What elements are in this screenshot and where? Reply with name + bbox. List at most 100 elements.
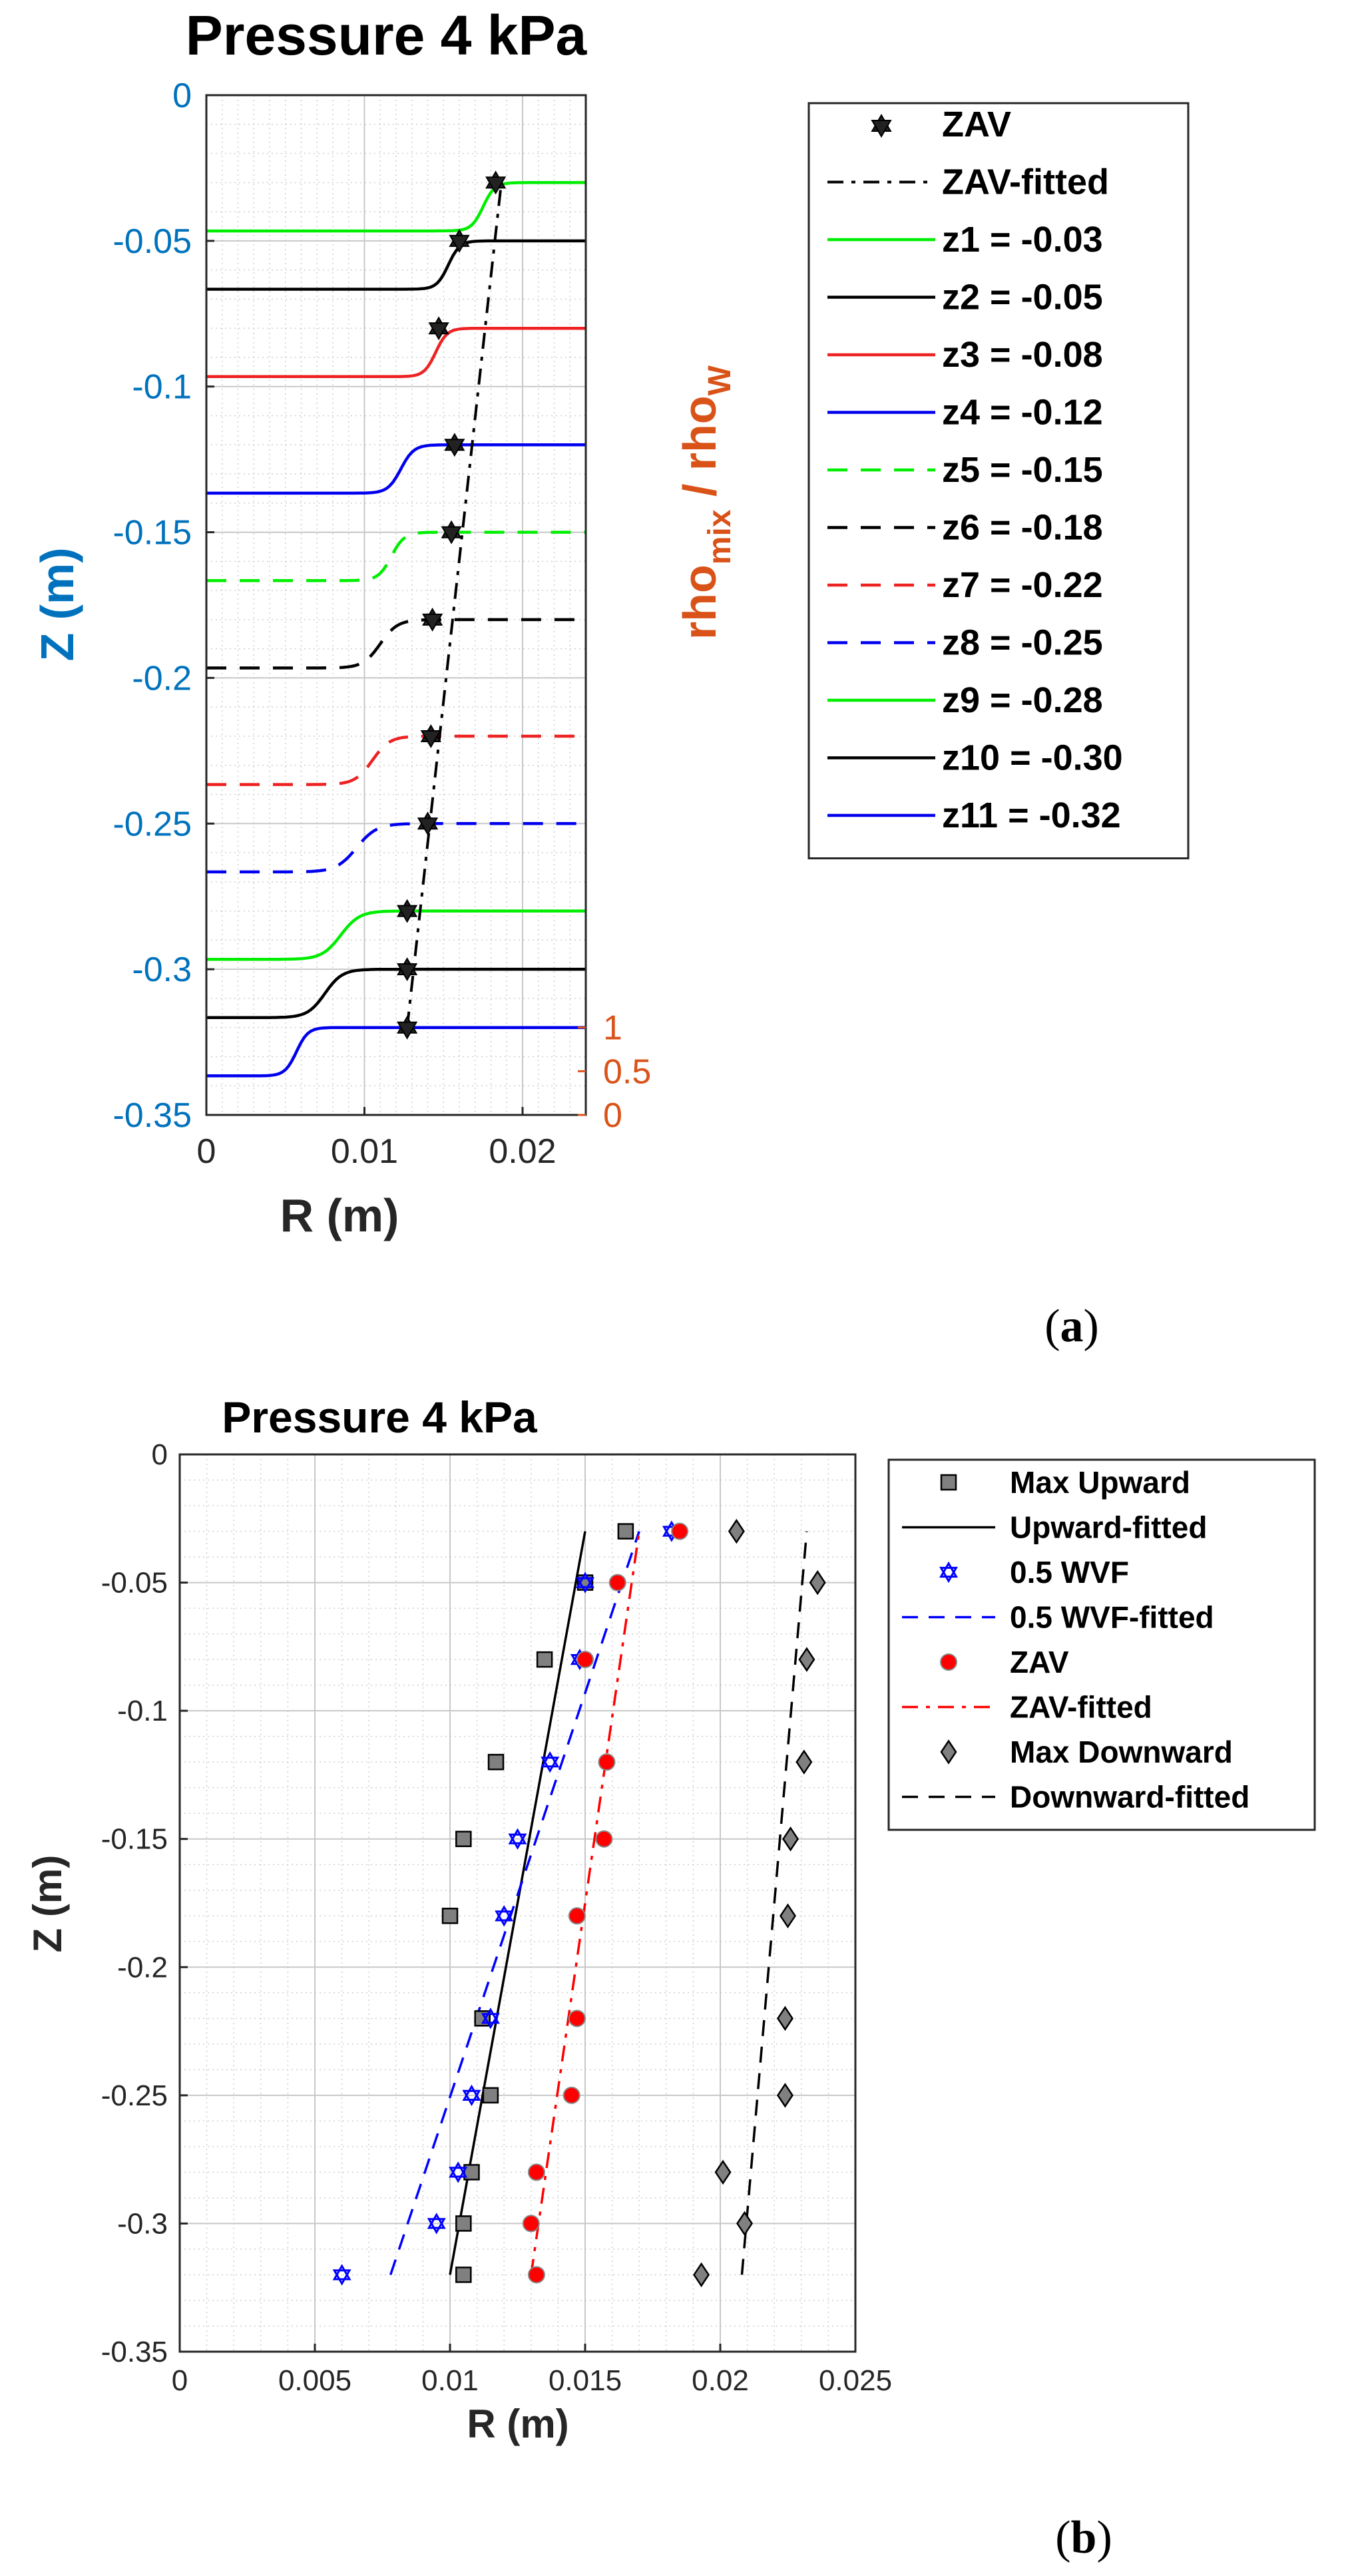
y-tick-label: -0.15: [101, 1823, 168, 1856]
zav-marker-down: [428, 322, 449, 341]
series-3-point: [714, 2159, 732, 2185]
legend-zav-marker-down: [871, 120, 892, 138]
profile-curve-z9: [206, 909, 586, 961]
zav-marker: [397, 957, 418, 982]
legend-entry-3: 0.5 WVF-fitted: [902, 1600, 1214, 1635]
y-tick-label: 0: [172, 77, 192, 115]
fit-line-3: [740, 1531, 808, 2275]
zav-marker: [444, 433, 465, 457]
series-3-point: [728, 1518, 745, 1544]
marker-triangle-down: [495, 1910, 514, 1927]
x-tick-label: 0.02: [489, 1132, 556, 1171]
panel-a-axes-box: [205, 94, 587, 1116]
marker-triangle-up: [495, 1905, 514, 1922]
marker-triangle-up: [508, 1828, 527, 1844]
series-2-point: [576, 1651, 594, 1669]
marker-triangle-up: [449, 2161, 468, 2178]
fit-line-0: [449, 1531, 586, 2275]
legend-label-0: Max Upward: [1010, 1465, 1190, 1500]
panel-b-y-ticks: 0 -0.05 -0.1 -0.15 -0.2 -0.25 -0.3 -0.35: [101, 1438, 188, 2368]
panel-a-chart: Pressure 4 kPa 0 -0.05 -0.1 -0.15 -0.2 -0.25 -…: [31, 4, 1190, 1241]
series-0-point: [455, 2215, 472, 2232]
zav-marker-down: [417, 817, 439, 836]
legend-entry-z4: z4 = -0.12: [827, 393, 1103, 433]
panel-a-y2-ticks: 00.51: [578, 1009, 651, 1135]
y-tick-label: -0.2: [117, 1951, 168, 1984]
y-tick-label: -0.35: [112, 1096, 192, 1135]
zav-marker: [420, 724, 441, 749]
legend-label-z7: z7 = -0.22: [942, 565, 1103, 605]
legend-marker-4: [940, 1653, 957, 1671]
legend-entry-z9: z9 = -0.28: [827, 680, 1103, 720]
series-2-point: [527, 2266, 545, 2284]
profile-curve-z3: [206, 326, 586, 379]
x-tick-label: 0.02: [692, 2364, 749, 2397]
series-3-point: [795, 1749, 813, 1775]
zav-marker: [397, 899, 418, 923]
legend-entry-zav: ZAV: [871, 105, 1011, 144]
series-3-point: [776, 2006, 793, 2032]
panel-b-chart: Pressure 4 kPa 0 -0.05 -0.1 -0.15 -0.2 -0.25 -…: [25, 1393, 1316, 2446]
marker-triangle-up: [427, 2213, 446, 2229]
series-1-point: [332, 2264, 351, 2286]
legend-entry-7: Downward-fitted: [902, 1780, 1249, 1815]
marker-triangle-up: [332, 2264, 351, 2280]
legend-label-7: Downward-fitted: [1010, 1780, 1249, 1815]
marker-triangle-down: [939, 1566, 958, 1584]
series-1-point: [508, 1828, 527, 1850]
legend-marker-0: [940, 1474, 957, 1491]
legend-entry-z8: z8 = -0.25: [827, 623, 1103, 663]
legend-entry-z5: z5 = -0.15: [827, 450, 1103, 490]
panel-b-title: Pressure 4 kPa: [222, 1393, 538, 1442]
series-2-point: [568, 1907, 586, 1925]
legend-label-z6: z6 = -0.18: [942, 508, 1103, 548]
series-3-point: [776, 2083, 793, 2108]
marker-triangle-down: [462, 2089, 481, 2107]
series-1-point: [462, 2084, 481, 2107]
zav-marker-down: [441, 526, 462, 544]
legend-label-z9: z9 = -0.28: [942, 680, 1103, 720]
legend-entry-z1: z1 = -0.03: [827, 220, 1103, 260]
marker-triangle-up: [462, 2084, 481, 2101]
y-tick-label: 0: [152, 1438, 168, 1471]
y-tick-label: -0.05: [101, 1567, 168, 1600]
marker-triangle-down: [332, 2269, 351, 2286]
legend-label-zav: ZAV: [942, 105, 1011, 144]
legend-entry-z3: z3 = -0.08: [827, 335, 1103, 375]
marker-triangle-down: [508, 1833, 527, 1850]
zav-marker: [441, 520, 462, 544]
x-tick-label: 0: [172, 2364, 188, 2397]
panel-a-title: Pressure 4 kPa: [186, 4, 588, 67]
legend-entry-4: ZAV: [940, 1645, 1069, 1679]
zav-marker-down: [397, 1021, 418, 1040]
marker-triangle-down: [449, 2167, 468, 2183]
series-0-point: [455, 2266, 472, 2283]
y-tick-label: -0.35: [101, 2336, 168, 2368]
y-tick-label: -0.3: [132, 951, 192, 989]
legend-label-6: Max Downward: [1010, 1735, 1233, 1769]
zav-marker-down: [422, 613, 443, 632]
zav-marker-down: [420, 730, 441, 749]
legend-entry-z7: z7 = -0.22: [827, 565, 1103, 605]
series-0-point: [455, 1830, 472, 1847]
y2-tick-label: 0: [603, 1096, 622, 1135]
profile-curve-z1: [206, 181, 586, 233]
panel-a-y-ticks: 0 -0.05 -0.1 -0.15 -0.2 -0.25 -0.3 -0.35: [112, 77, 214, 1135]
marker-triangle-down: [576, 1577, 594, 1594]
series-1-point: [576, 1572, 594, 1594]
series-0-point: [536, 1651, 553, 1668]
profile-curve-z2: [206, 239, 586, 291]
profile-curve-z10: [206, 967, 586, 1020]
fit-line-2: [530, 1531, 640, 2275]
series-0-point: [487, 1753, 505, 1771]
series-2-point: [595, 1830, 613, 1848]
legend-entry-1: Upward-fitted: [902, 1510, 1207, 1545]
legend-label-z10: z10 = -0.30: [942, 738, 1123, 778]
marker-triangle-up: [481, 2008, 500, 2024]
marker-triangle-up: [541, 1751, 560, 1768]
x-tick-label: 0.01: [421, 2364, 479, 2397]
x-tick-label: 0.015: [549, 2364, 622, 2397]
x-tick-label: 0.01: [331, 1132, 398, 1171]
zav-marker: [397, 1015, 418, 1040]
panel-a-letter: (a): [1044, 1301, 1099, 1352]
